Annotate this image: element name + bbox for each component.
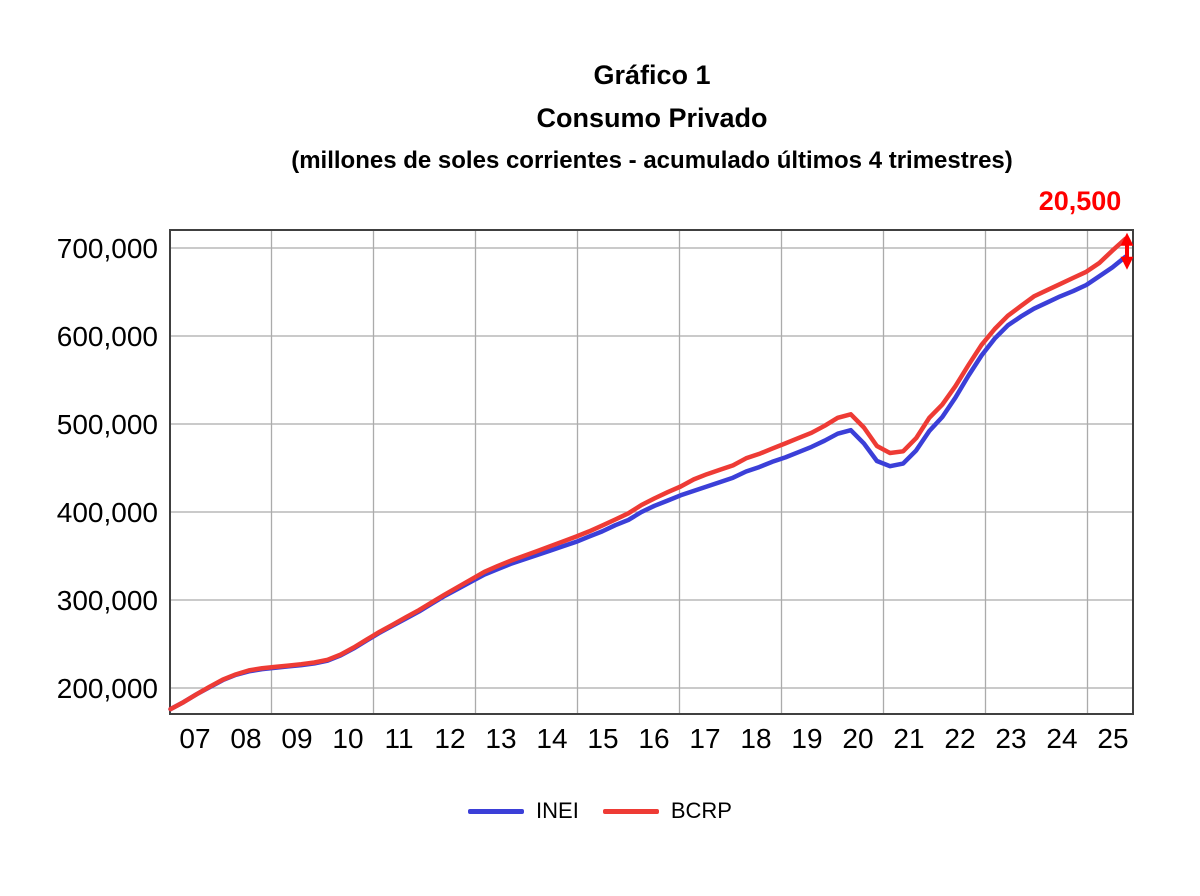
y-axis-tick-label: 700,000 [57,233,158,264]
y-axis-tick-label: 500,000 [57,409,158,440]
x-axis-tick-label: 14 [536,723,567,754]
x-axis-tick-label: 22 [944,723,975,754]
x-axis-tick-label: 10 [332,723,363,754]
y-axis-tick-label: 300,000 [57,585,158,616]
x-axis-tick-label: 21 [893,723,924,754]
legend-label-inei: INEI [536,798,579,823]
chart-units-note: (millones de soles corrientes - acumulad… [291,147,1013,174]
x-axis-tick-label: 23 [995,723,1026,754]
legend-item-bcrp: BCRP [602,798,732,824]
plot-border [169,229,1134,715]
y-axis-tick-label: 200,000 [57,673,158,704]
x-axis-tick-label: 16 [638,723,669,754]
legend-item-inei: INEI [468,798,579,824]
chart-title: Gráfico 1 [593,60,711,90]
gap-arrow-icon [1120,232,1134,270]
x-axis-tick-label: 11 [384,723,413,754]
y-axis-tick-label: 400,000 [57,497,158,528]
inei-line-swatch-icon [468,808,525,814]
x-axis-tick-label: 25 [1097,723,1128,754]
x-axis-tick-label: 20 [842,723,873,754]
x-axis-tick-label: 24 [1046,723,1077,754]
x-axis-tick-label: 08 [230,723,261,754]
series-line-inei [168,254,1128,712]
chart-legend: INEI BCRP [0,798,1200,824]
bcrp-line-swatch-icon [602,808,659,814]
x-axis-tick-label: 15 [587,723,618,754]
series-line-bcrp [168,236,1128,712]
x-axis-tick-label: 17 [689,723,720,754]
legend-label-bcrp: BCRP [670,798,732,823]
x-axis-tick-label: 12 [434,723,465,754]
x-axis-tick-label: 18 [740,723,771,754]
x-axis-tick-label: 09 [281,723,312,754]
gap-value-annotation: 20,500 [1038,186,1122,216]
x-axis-tick-label: 07 [179,723,210,754]
y-axis-tick-label: 600,000 [57,321,158,352]
x-axis-tick-label: 13 [485,723,516,754]
x-axis-tick-label: 19 [791,723,822,754]
chart-subtitle: Consumo Privado [536,103,768,133]
